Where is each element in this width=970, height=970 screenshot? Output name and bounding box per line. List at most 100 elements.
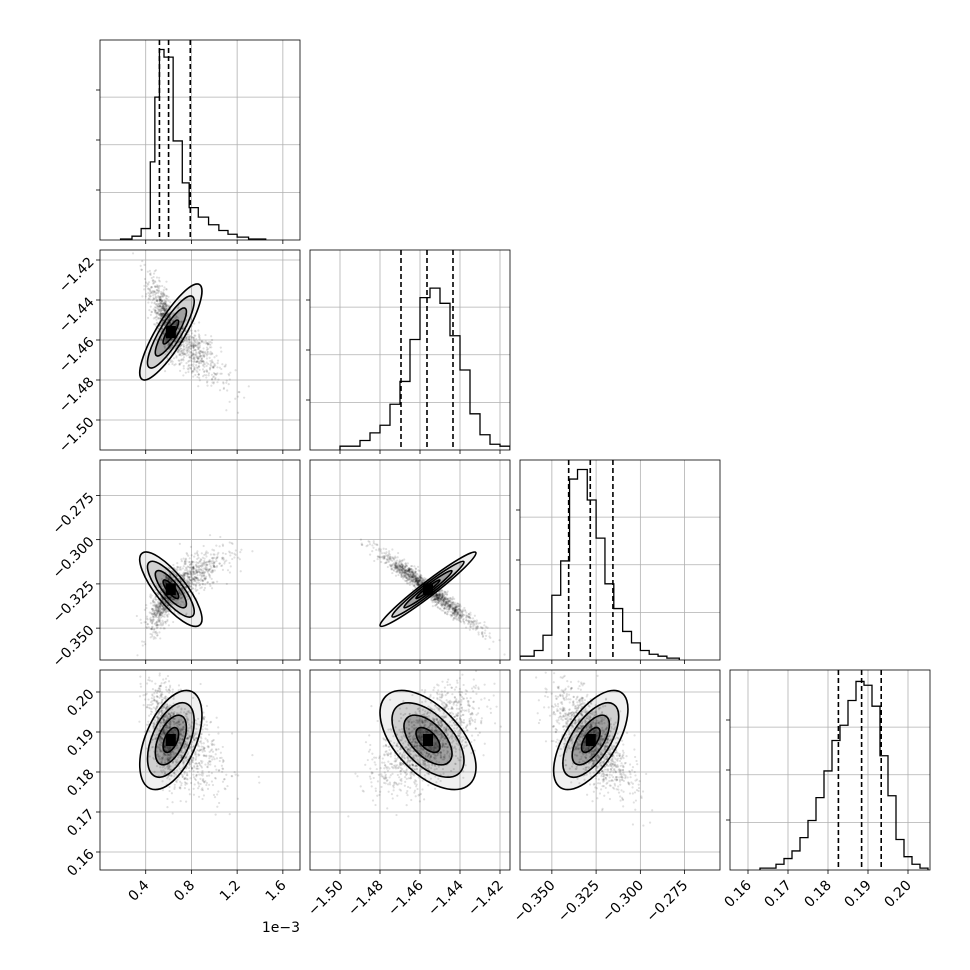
scatter-point: [498, 639, 501, 642]
scatter-point: [394, 565, 398, 568]
scatter-point: [397, 569, 400, 572]
scatter-point: [407, 567, 411, 570]
scatter-point: [150, 626, 154, 629]
scatter-point: [163, 306, 166, 309]
scatter-point: [174, 595, 178, 598]
scatter-point: [220, 350, 223, 353]
scatter-point: [194, 348, 197, 352]
scatter-point: [410, 578, 414, 581]
scatter-point: [407, 571, 410, 574]
scatter-point: [432, 597, 436, 600]
scatter-point: [218, 366, 221, 369]
scatter-point: [418, 583, 421, 586]
scatter-point: [155, 296, 158, 299]
scatter-point: [454, 611, 457, 614]
scatter-point: [408, 569, 411, 572]
scatter-point: [155, 608, 158, 612]
scatter-point: [413, 584, 416, 588]
scatter-point: [205, 555, 208, 558]
scatter-point: [436, 596, 440, 599]
scatter-point: [188, 793, 191, 796]
scatter-point: [396, 565, 399, 568]
scatter-point: [395, 561, 398, 564]
scatter-point: [391, 559, 394, 563]
scatter-point: [208, 356, 211, 359]
scatter-point: [160, 315, 163, 318]
scatter-point: [198, 379, 201, 382]
scatter-point: [191, 336, 194, 339]
scatter-point: [162, 307, 165, 310]
scatter-point: [210, 562, 213, 565]
scatter-point: [167, 299, 170, 302]
scatter-point: [452, 616, 455, 620]
scatter-point: [453, 615, 456, 619]
scatter-point: [459, 616, 463, 619]
scatter-point: [167, 363, 171, 366]
scatter-point: [169, 301, 172, 304]
scatter-point: [180, 593, 183, 596]
scatter-point: [163, 308, 167, 311]
scatter-point: [154, 269, 158, 272]
scatter-point: [181, 327, 184, 330]
scatter-point: [414, 574, 417, 577]
scatter-point: [204, 342, 207, 345]
scatter-point: [180, 344, 183, 347]
scatter-point: [415, 578, 418, 581]
scatter-point: [175, 345, 178, 348]
scatter-point: [191, 352, 195, 356]
scatter-point: [186, 574, 189, 578]
scatter-point: [160, 312, 163, 316]
scatter-point: [414, 574, 417, 577]
scatter-point: [400, 575, 403, 578]
scatter-point: [199, 359, 202, 363]
scatter-point: [437, 600, 440, 603]
scatter-point: [175, 600, 178, 603]
scatter-point: [179, 593, 182, 596]
scatter-point: [175, 568, 179, 571]
scatter-point: [182, 348, 185, 351]
scatter-point: [394, 564, 397, 568]
scatter-point: [199, 558, 202, 561]
scatter-point: [159, 602, 162, 605]
scatter-point: [216, 381, 219, 384]
scatter-point: [206, 560, 209, 563]
scatter-point: [197, 346, 200, 349]
scatter-point: [461, 615, 464, 618]
scatter-point: [196, 574, 199, 577]
scatter-point: [394, 556, 397, 559]
scatter-point: [168, 789, 171, 793]
scatter-point: [189, 345, 193, 348]
scatter-point: [226, 784, 229, 788]
scatter-point: [156, 606, 160, 609]
scatter-point: [212, 562, 215, 565]
scatter-point: [163, 293, 166, 296]
scatter-point: [384, 554, 387, 558]
scatter-point: [148, 292, 151, 295]
scatter-point: [451, 605, 454, 608]
scatter-point: [209, 584, 212, 588]
scatter-point: [206, 581, 210, 584]
scatter-point: [167, 604, 170, 607]
scatter-point: [240, 548, 243, 551]
scatter-point: [143, 263, 146, 266]
scatter-point: [406, 582, 409, 585]
scatter-point: [218, 562, 221, 565]
scatter-point: [161, 598, 164, 601]
scatter-point: [418, 574, 422, 577]
scatter-point: [155, 614, 158, 617]
scatter-point: [192, 357, 196, 360]
scatter-point: [214, 376, 217, 379]
scatter-point: [222, 387, 225, 391]
scatter-point: [143, 621, 146, 624]
scatter-point: [439, 594, 442, 597]
scatter-point: [413, 580, 417, 583]
scatter-point: [203, 588, 206, 592]
scatter-point: [445, 612, 448, 616]
scatter-point: [136, 654, 139, 657]
scatter-point: [156, 612, 159, 615]
grid: [100, 40, 300, 240]
scatter-point: [209, 340, 212, 344]
scatter-point: [205, 569, 208, 572]
scatter-point: [444, 598, 447, 601]
scatter-point: [204, 577, 207, 580]
